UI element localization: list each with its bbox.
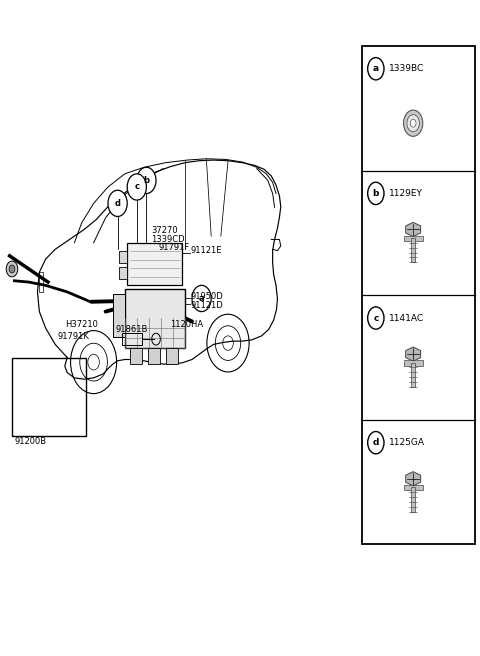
Text: 91121D: 91121D <box>191 300 223 310</box>
Text: b: b <box>144 176 149 185</box>
Circle shape <box>407 115 420 132</box>
Text: a: a <box>373 64 379 73</box>
Text: 91950D: 91950D <box>191 292 223 301</box>
FancyBboxPatch shape <box>130 348 142 364</box>
FancyBboxPatch shape <box>166 348 178 364</box>
Text: d: d <box>372 438 379 447</box>
Polygon shape <box>406 347 420 361</box>
Circle shape <box>368 432 384 454</box>
Text: 91121E: 91121E <box>191 246 222 255</box>
Text: 37270: 37270 <box>151 226 178 236</box>
Circle shape <box>410 119 416 127</box>
Text: 91791K: 91791K <box>58 332 89 341</box>
FancyBboxPatch shape <box>127 243 182 285</box>
FancyBboxPatch shape <box>404 360 423 365</box>
Polygon shape <box>406 472 420 486</box>
Circle shape <box>6 261 18 277</box>
FancyBboxPatch shape <box>362 46 475 544</box>
FancyBboxPatch shape <box>411 363 415 387</box>
FancyBboxPatch shape <box>411 238 415 262</box>
Circle shape <box>368 182 384 205</box>
Text: d: d <box>115 199 120 208</box>
Circle shape <box>368 58 384 80</box>
Text: c: c <box>134 182 139 192</box>
Text: 91791F: 91791F <box>158 243 190 253</box>
Text: 1120HA: 1120HA <box>170 320 204 329</box>
FancyBboxPatch shape <box>148 348 160 364</box>
Text: 91861B: 91861B <box>115 325 147 335</box>
Circle shape <box>108 190 127 216</box>
Circle shape <box>9 265 15 273</box>
Circle shape <box>368 307 384 329</box>
Circle shape <box>127 174 146 200</box>
FancyBboxPatch shape <box>404 485 423 491</box>
FancyBboxPatch shape <box>125 289 185 348</box>
FancyBboxPatch shape <box>411 487 415 512</box>
FancyBboxPatch shape <box>119 251 127 262</box>
Polygon shape <box>406 222 420 237</box>
Text: 1141AC: 1141AC <box>389 314 424 323</box>
Text: 1125GA: 1125GA <box>389 438 425 447</box>
FancyBboxPatch shape <box>113 294 125 337</box>
Text: c: c <box>373 314 379 323</box>
Circle shape <box>137 167 156 194</box>
Text: a: a <box>199 294 204 303</box>
Text: 1339CD: 1339CD <box>151 235 185 244</box>
Text: 1339BC: 1339BC <box>389 64 424 73</box>
Text: b: b <box>372 189 379 198</box>
Circle shape <box>192 285 211 312</box>
Text: H37210: H37210 <box>65 320 97 329</box>
FancyBboxPatch shape <box>404 236 423 241</box>
FancyBboxPatch shape <box>119 267 127 279</box>
Circle shape <box>404 110 423 136</box>
Text: 1129EY: 1129EY <box>389 189 423 198</box>
Text: 91200B: 91200B <box>14 437 47 446</box>
